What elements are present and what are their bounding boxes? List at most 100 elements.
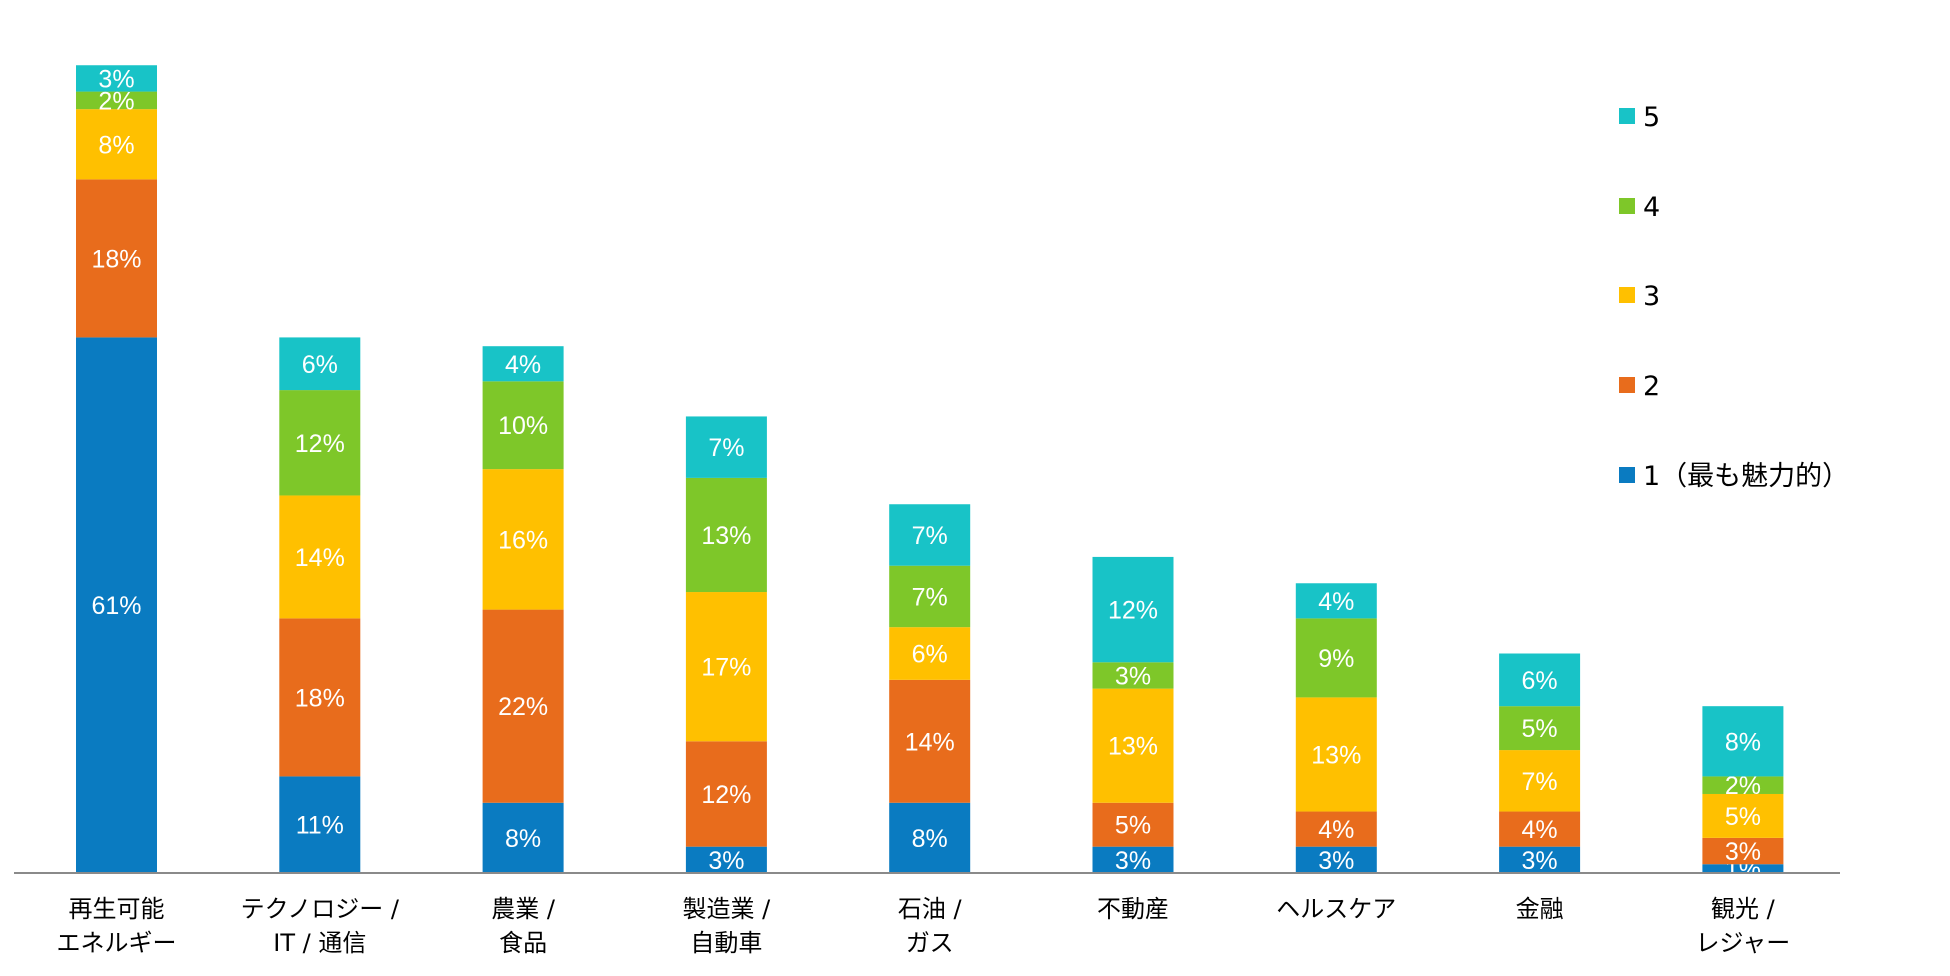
data-label-5-0: 3% [1115, 847, 1151, 875]
data-label-5-3: 3% [1115, 662, 1151, 690]
bar-segment-8-0 [1702, 864, 1784, 873]
bar-segment-2-2 [482, 469, 564, 610]
data-label-8-2: 5% [1725, 803, 1761, 831]
bar-segment-5-2 [1092, 688, 1174, 803]
data-label-6-0: 3% [1318, 847, 1354, 875]
data-label-0-0: 61% [91, 592, 141, 620]
legend-label-1: 2 [1643, 371, 1660, 402]
data-label-8-1: 3% [1725, 838, 1761, 866]
data-label-5-4: 12% [1108, 597, 1158, 625]
bar-segment-3-0 [685, 846, 767, 873]
bar-segment-8-1 [1702, 837, 1784, 865]
bar-segment-4-3 [889, 565, 971, 628]
bar-segment-2-1 [482, 609, 564, 803]
legend: 1（最も魅力的） 2 3 4 5 [1619, 102, 1849, 492]
data-label-0-2: 8% [98, 131, 134, 159]
data-label-2-1: 22% [498, 693, 548, 721]
category-label-8-0: 観光 / [1711, 895, 1776, 923]
category-label-4-1: ガス [906, 929, 954, 957]
bar-segment-3-3 [685, 477, 767, 593]
bar-segment-8-3 [1702, 776, 1784, 794]
bar-segment-2-3 [482, 381, 564, 470]
legend-swatch-3 [1619, 198, 1635, 214]
bar-segment-5-0 [1092, 846, 1174, 873]
data-label-6-4: 4% [1318, 588, 1354, 616]
data-label-7-3: 5% [1522, 715, 1558, 743]
legend-swatch-1 [1619, 377, 1635, 393]
category-label-7-0: 金融 [1516, 895, 1564, 923]
bars-group: 61%18%8%2%3%11%18%14%12%6%8%22%16%10%4%3… [76, 65, 1784, 884]
legend-label-0: 1（最も魅力的） [1643, 461, 1849, 492]
category-label-2-1: 食品 [499, 929, 547, 957]
bar-segment-2-0 [482, 802, 564, 873]
bar-segment-7-0 [1499, 846, 1581, 873]
data-label-7-2: 7% [1522, 768, 1558, 796]
category-label-1-1: IT / 通信 [273, 929, 366, 957]
data-label-4-4: 7% [912, 522, 948, 550]
bar-segment-6-4 [1295, 583, 1377, 619]
category-label-2-0: 農業 / [491, 895, 556, 923]
category-label-8-1: レジャー [1695, 929, 1790, 957]
legend-swatch-4 [1619, 108, 1635, 124]
data-label-6-2: 13% [1311, 741, 1361, 769]
data-label-3-2: 17% [701, 654, 751, 682]
category-label-4-0: 石油 / [898, 895, 963, 923]
data-label-7-0: 3% [1522, 847, 1558, 875]
data-label-3-3: 13% [701, 522, 751, 550]
data-label-0-1: 18% [91, 245, 141, 273]
bar-segment-0-0 [76, 337, 157, 873]
bar-segment-3-4 [685, 416, 767, 478]
data-label-8-3: 2% [1725, 772, 1761, 800]
data-label-3-4: 7% [708, 434, 744, 462]
data-label-7-1: 4% [1522, 816, 1558, 844]
legend-label-4: 5 [1643, 102, 1660, 133]
bar-segment-5-1 [1092, 802, 1174, 847]
bar-segment-8-4 [1702, 706, 1784, 777]
bar-segment-6-3 [1295, 618, 1377, 698]
bar-segment-4-0 [889, 802, 971, 873]
data-label-4-0: 8% [912, 825, 948, 853]
bar-segment-6-0 [1295, 846, 1377, 873]
bar-segment-4-1 [889, 679, 971, 803]
data-label-5-2: 13% [1108, 733, 1158, 761]
data-label-5-1: 5% [1115, 812, 1151, 840]
data-label-8-4: 8% [1725, 728, 1761, 756]
data-label-1-0: 11% [296, 812, 344, 840]
data-label-1-1: 18% [295, 684, 345, 712]
bar-segment-5-4 [1092, 556, 1174, 663]
data-label-4-2: 6% [912, 641, 948, 669]
bar-segment-6-1 [1295, 811, 1377, 847]
legend-swatch-0 [1619, 467, 1635, 483]
bar-segment-4-2 [889, 627, 971, 680]
bar-segment-7-3 [1499, 706, 1581, 751]
data-label-1-3: 12% [295, 430, 345, 458]
bar-segment-7-1 [1499, 811, 1581, 847]
bar-segment-5-3 [1092, 662, 1174, 689]
bar-segment-1-0 [279, 776, 361, 873]
category-label-3-1: 自動車 [690, 929, 762, 957]
bar-segment-1-4 [279, 337, 361, 391]
bar-segment-0-2 [76, 109, 157, 180]
data-label-0-3: 2% [98, 87, 134, 115]
data-label-4-3: 7% [912, 583, 948, 611]
bar-segment-0-4 [76, 65, 157, 92]
bar-segment-3-1 [685, 741, 767, 847]
data-label-2-3: 10% [498, 412, 548, 440]
data-label-4-1: 14% [905, 728, 955, 756]
category-label-5-0: 不動産 [1097, 895, 1169, 923]
category-label-0-1: エネルギー [57, 929, 177, 957]
category-label-6-0: ヘルスケア [1276, 895, 1396, 923]
bar-segment-8-2 [1702, 793, 1784, 838]
category-label-3-0: 製造業 / [683, 895, 772, 923]
legend-label-3: 4 [1643, 192, 1660, 223]
bar-segment-0-1 [76, 179, 157, 338]
bar-segment-2-4 [482, 346, 564, 382]
data-label-2-4: 4% [505, 351, 541, 379]
category-label-0-0: 再生可能 [69, 895, 165, 923]
data-label-1-4: 6% [302, 351, 338, 379]
legend-swatch-2 [1619, 287, 1635, 303]
data-label-6-1: 4% [1318, 816, 1354, 844]
category-label-1-0: テクノロジー / [241, 895, 400, 923]
